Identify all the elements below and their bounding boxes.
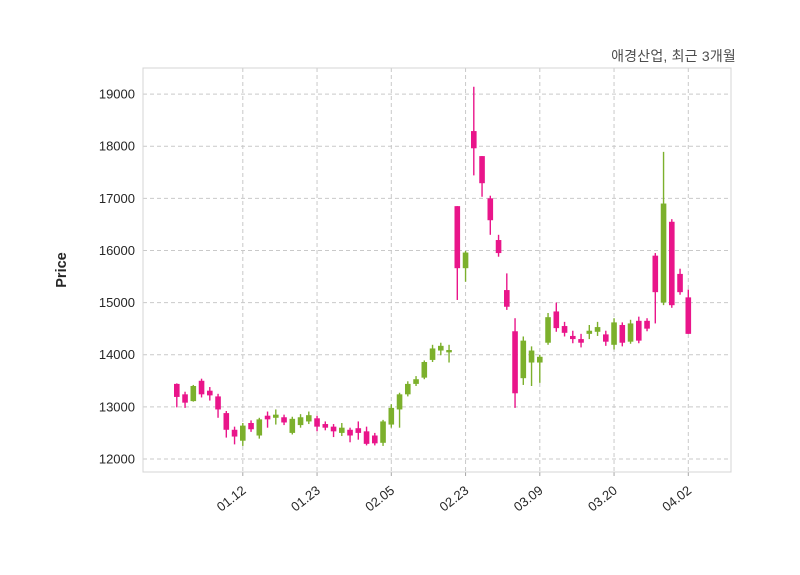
candle-up xyxy=(446,350,452,353)
candle-down xyxy=(669,221,675,306)
chart-title: 애경산업, 최근 3개월 xyxy=(611,48,736,64)
candle-up xyxy=(528,350,535,363)
y-tick-label: 18000 xyxy=(99,139,135,154)
candle-up xyxy=(429,348,436,360)
candle-down xyxy=(495,240,502,254)
candle-down xyxy=(454,206,461,269)
y-tick-label: 17000 xyxy=(99,191,135,206)
candle-up xyxy=(611,322,617,345)
candle-up xyxy=(537,356,543,363)
candle-down xyxy=(636,320,642,341)
candle-up xyxy=(413,379,419,384)
candle-down xyxy=(553,311,560,329)
candle-up xyxy=(660,203,667,303)
candle-down xyxy=(174,383,180,397)
candle-down xyxy=(603,334,609,342)
x-tick-label: 03.09 xyxy=(511,483,546,515)
x-tick-label: 01.23 xyxy=(288,483,323,515)
candle-up xyxy=(594,327,601,332)
candle-up xyxy=(545,317,551,343)
candle-up xyxy=(462,252,469,269)
candle-up xyxy=(240,425,246,441)
candle-up xyxy=(306,415,312,422)
candle-up xyxy=(586,330,593,334)
candle-up xyxy=(520,340,527,379)
candle-up xyxy=(297,417,304,426)
candle-down xyxy=(314,418,320,427)
candle-down xyxy=(248,422,254,430)
candle-down xyxy=(223,413,230,430)
candle-down xyxy=(198,380,205,395)
y-tick-label: 16000 xyxy=(99,243,135,258)
candle-down xyxy=(619,324,626,343)
candle-down xyxy=(504,290,510,307)
candle-down xyxy=(363,431,370,444)
x-tick-label: 04.02 xyxy=(659,483,694,515)
candle-up xyxy=(339,427,345,433)
candle-down xyxy=(479,156,485,184)
candle-up xyxy=(396,394,403,410)
candle-down xyxy=(330,426,337,432)
candle-down xyxy=(355,428,362,433)
candle-up xyxy=(190,385,197,402)
candle-down xyxy=(512,331,518,394)
candle-down xyxy=(372,435,378,444)
candle-up xyxy=(273,414,279,418)
candle-down xyxy=(182,394,188,403)
candle-up xyxy=(388,407,395,425)
candle-down xyxy=(570,335,576,340)
candle-down xyxy=(264,415,271,420)
x-tick-label: 03.20 xyxy=(585,483,620,515)
y-tick-label: 14000 xyxy=(99,347,135,362)
candle-down xyxy=(215,396,221,410)
x-tick-label: 01.12 xyxy=(214,483,249,515)
candle-up xyxy=(289,418,296,433)
plot-border xyxy=(142,67,732,473)
candle-down xyxy=(644,320,650,329)
candle-up xyxy=(627,323,634,342)
candle-up xyxy=(405,383,411,395)
x-tick-label: 02.05 xyxy=(362,483,397,515)
y-tick-label: 12000 xyxy=(99,451,135,466)
candle-up xyxy=(438,345,444,351)
y-tick-label: 15000 xyxy=(99,295,135,310)
candle-down xyxy=(347,429,353,436)
x-tick-label: 02.23 xyxy=(437,483,472,515)
candle-down xyxy=(322,424,329,428)
candle-down xyxy=(207,390,213,396)
candle-up xyxy=(421,362,428,378)
candle-down xyxy=(281,417,287,423)
candle-up xyxy=(380,421,386,443)
candle-down xyxy=(231,429,238,437)
candle-down xyxy=(487,198,494,221)
candle-down xyxy=(685,297,692,334)
candle-down xyxy=(561,326,568,333)
candle-down xyxy=(652,255,659,293)
candle-up xyxy=(256,419,263,436)
candle-down xyxy=(578,339,584,343)
candle-down xyxy=(471,131,477,149)
candle-down xyxy=(677,273,683,293)
y-tick-label: 13000 xyxy=(99,399,135,414)
y-tick-label: 19000 xyxy=(99,87,135,102)
